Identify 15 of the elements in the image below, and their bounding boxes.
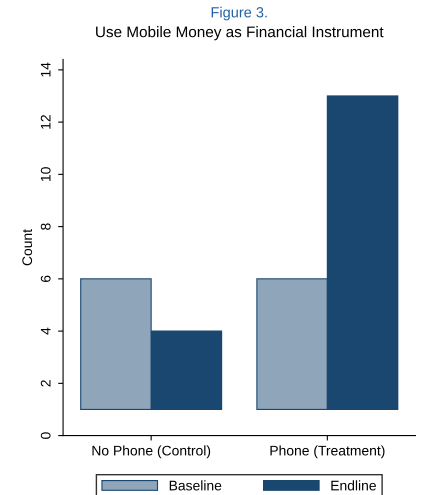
y-tick-label: 12 bbox=[40, 115, 50, 129]
chart-subtitle: Use Mobile Money as Financial Instrument bbox=[96, 26, 384, 40]
y-tick-label: 10 bbox=[40, 167, 51, 182]
chart-title: Figure 3. bbox=[212, 6, 267, 20]
y-axis-title: Count bbox=[22, 229, 32, 266]
y-tick-label: 14 bbox=[40, 62, 50, 77]
y-tick-label: 8 bbox=[40, 223, 51, 230]
y-tick-label: 0 bbox=[40, 432, 51, 439]
y-tick-label: 4 bbox=[40, 328, 50, 335]
x-tick-label: Phone (Treatment) bbox=[270, 445, 384, 458]
y-tick-label: 2 bbox=[40, 380, 50, 387]
legend-label: Baseline bbox=[170, 480, 222, 490]
x-tick-label: No Phone (Control) bbox=[92, 445, 210, 458]
y-tick-label: 6 bbox=[40, 276, 51, 282]
legend-label: Endline bbox=[331, 480, 376, 490]
